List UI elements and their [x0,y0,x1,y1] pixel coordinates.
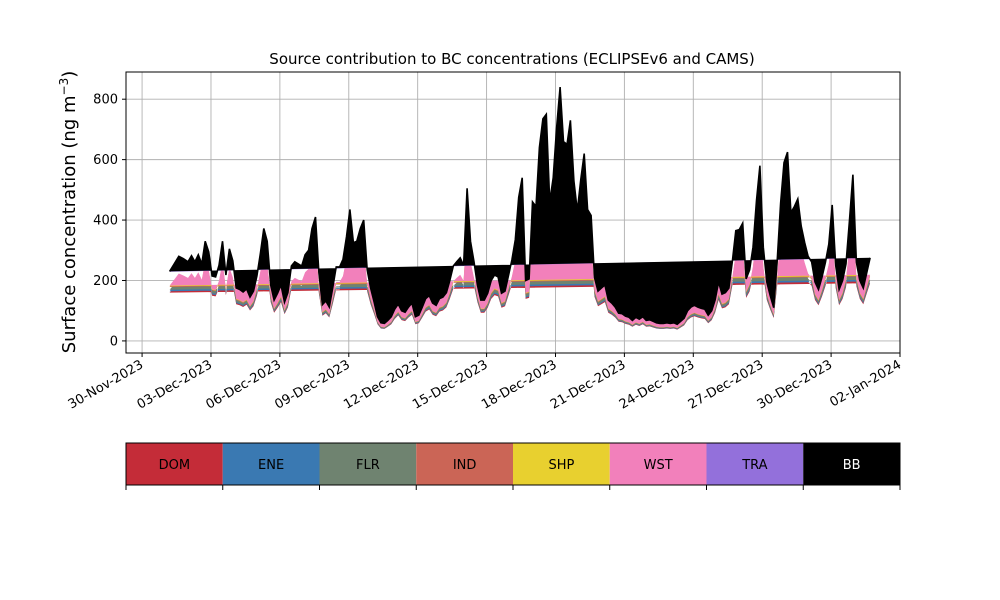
legend-label-tra: TRA [741,458,767,473]
x-tick-label: 15-Dec-2023 [410,357,490,412]
y-axis-title-exponent: −3 [57,78,71,96]
area-bb [169,87,871,325]
legend-swatch-bb [803,443,900,485]
x-tick-label: 12-Dec-2023 [341,357,421,412]
y-axis-title: Surface concentration (ng m−3) [57,71,80,354]
x-tick-label: 09-Dec-2023 [272,357,352,412]
legend-swatch-ene [222,443,320,485]
x-tick-label: 02-Jan-2024 [827,357,904,410]
chart-title: Source contribution to BC concentrations… [269,50,754,68]
legend: DOM ENE FLR IND SHP WST TRA BB [125,442,901,490]
legend-swatch-dom [126,443,223,485]
y-tick-label: 200 [93,274,118,289]
legend-label-shp: SHP [548,458,574,473]
x-tick-label: 24-Dec-2023 [617,357,697,412]
x-tick-label: 03-Dec-2023 [135,357,215,412]
y-axis: 0 200 400 600 800 [93,93,126,349]
plot-frame [125,71,901,354]
stacked-areas [169,87,871,330]
legend-label-flr: FLR [356,458,380,473]
y-axis-title-close: ) [59,71,80,78]
legend-swatch-shp [513,443,610,485]
legend-label-ene: ENE [258,458,284,473]
x-tick-label: 27-Dec-2023 [686,357,766,412]
x-tick-label: 30-Nov-2023 [66,357,146,412]
total-line [168,87,871,326]
y-axis-title-text: Surface concentration (ng m [59,95,80,353]
legend-label-dom: DOM [159,458,190,473]
legend-swatch-flr [319,443,417,485]
y-tick-label: 0 [110,334,118,349]
y-tick-label: 400 [93,214,118,229]
legend-label-wst: WST [644,458,673,473]
x-tick-label: 18-Dec-2023 [479,357,559,412]
y-tick-label: 800 [93,93,118,108]
plot-area: 0 200 400 600 800 30-Nov-202303-Dec-202306-D… [66,71,904,413]
y-tick-label: 600 [93,153,118,168]
legend-swatch-ind [416,443,513,485]
legend-swatch-tra [706,443,804,485]
legend-swatch-wst [609,443,707,485]
x-tick-label: 21-Dec-2023 [548,357,628,412]
x-tick-label: 30-Dec-2023 [755,357,835,412]
legend-label-bb: BB [843,458,861,473]
x-axis: 30-Nov-202303-Dec-202306-Dec-202309-Dec-… [66,353,904,413]
legend-label-ind: IND [453,458,477,473]
x-tick-label: 06-Dec-2023 [203,357,283,412]
